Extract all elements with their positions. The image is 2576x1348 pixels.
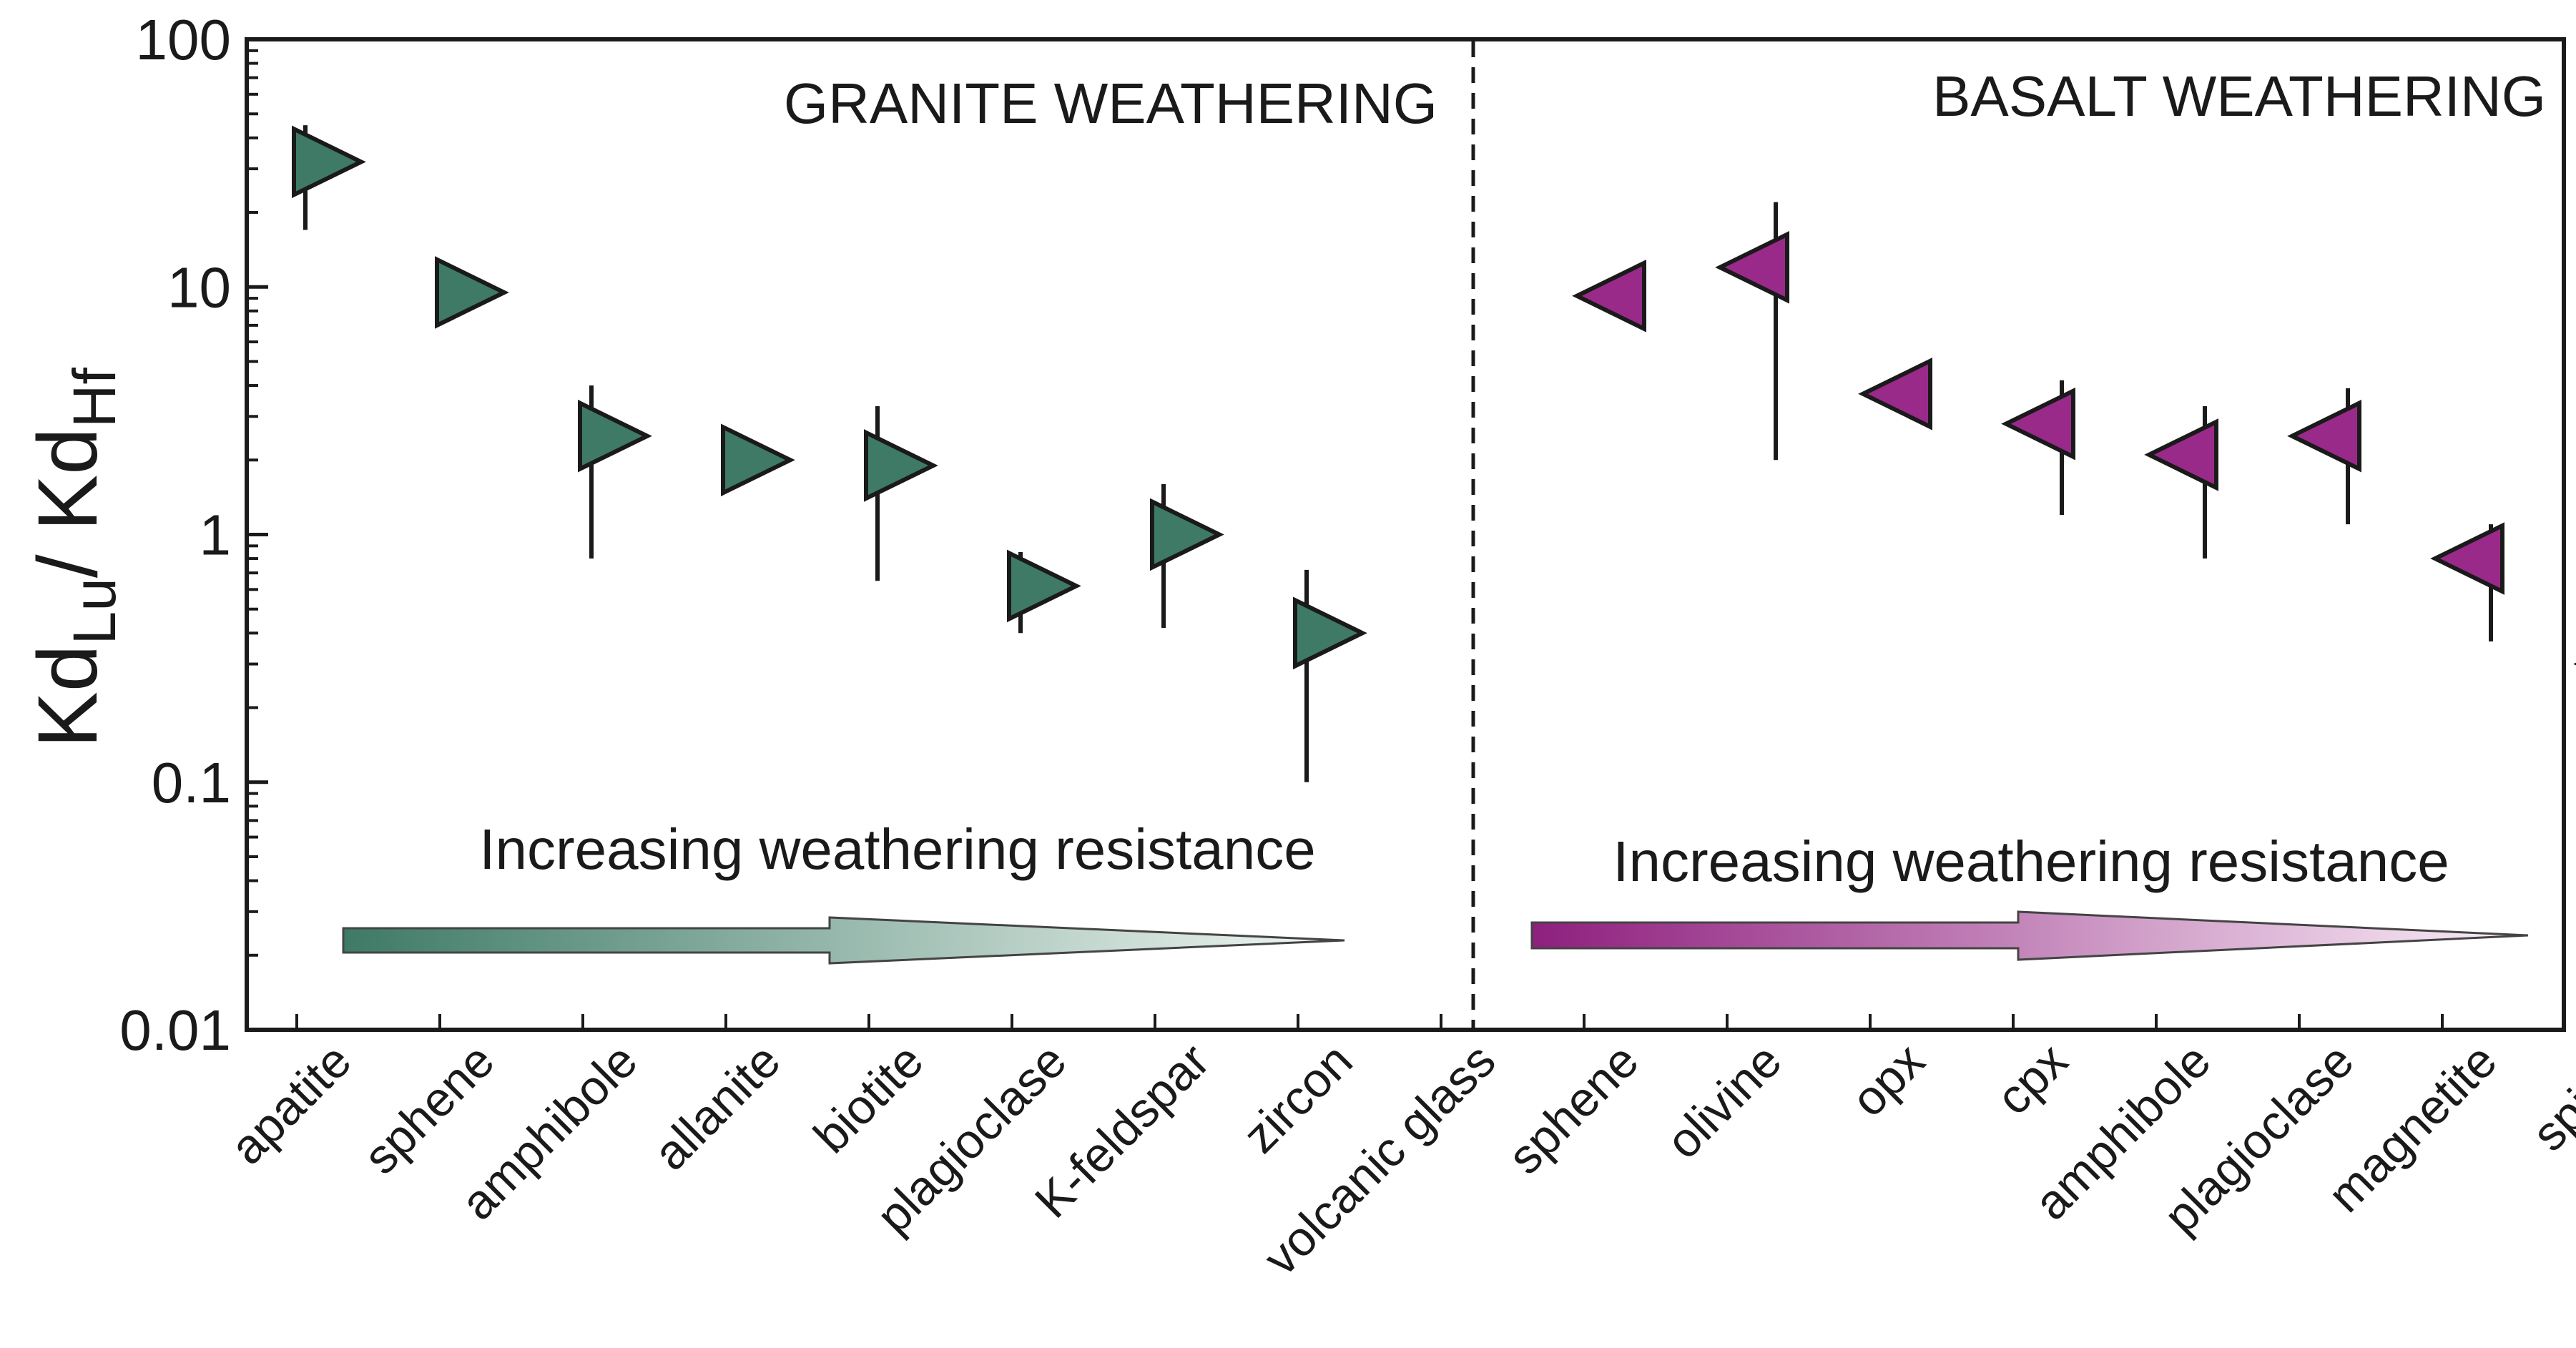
data-point-marker [2001,387,2075,461]
data-point-marker [1858,357,1932,431]
y-axis-label-kd1: Kd [21,645,115,748]
data-point-marker [864,429,938,502]
data-point-marker [1293,596,1367,670]
y-axis-label-sub-lu: Lu [61,578,128,644]
y-tick-label: 1 [200,503,232,567]
category-label: spinel [2522,1033,2576,1161]
data-point-marker [2430,522,2504,595]
y-axis-label: KdLu/ KdHf [21,367,128,747]
category-label: opx [1841,1033,1935,1127]
data-point-marker [1007,549,1081,623]
category-label: cpx [1986,1033,2078,1126]
data-point-marker [578,399,652,473]
data-point-marker [2144,418,2218,491]
plot-frame [245,37,2566,1032]
y-tick-label: 0.1 [152,751,231,815]
data-point-marker [1150,498,1224,571]
category-label: olivine [1656,1033,1792,1169]
granite-weathering-arrow [342,916,1345,965]
category-label: biotite [804,1033,934,1163]
y-axis-label-sep: / Kd [21,428,115,578]
category-label: sphene [1498,1033,1648,1184]
basalt-weathering-arrow [1530,910,2529,961]
granite-arrow-caption: Increasing weathering resistance [479,817,1316,881]
basalt-panel-title: BASALT WEATHERING [1932,64,2546,128]
basalt-arrow-caption: Increasing weathering resistance [1613,830,2449,893]
data-point-marker [721,423,795,497]
category-label: allanite [643,1033,790,1181]
y-tick-label: 0.01 [119,998,231,1062]
axis-layer: 100 10 1 0.1 0.01 [119,8,2444,1062]
data-point-marker [435,256,509,329]
category-label: zircon [1233,1033,1363,1163]
data-point-marker [292,125,366,199]
marks-layer [292,125,2576,782]
y-tick-label: 10 [167,255,231,319]
data-point-marker [1715,231,1789,304]
y-axis-label-sub-hf: Hf [61,367,128,428]
data-point-marker [2287,399,2361,473]
data-point-marker [1572,259,1646,333]
category-label: apatite [220,1033,361,1175]
y-tick-label: 100 [136,8,231,72]
granite-panel-title: GRANITE WEATHERING [784,72,1437,135]
